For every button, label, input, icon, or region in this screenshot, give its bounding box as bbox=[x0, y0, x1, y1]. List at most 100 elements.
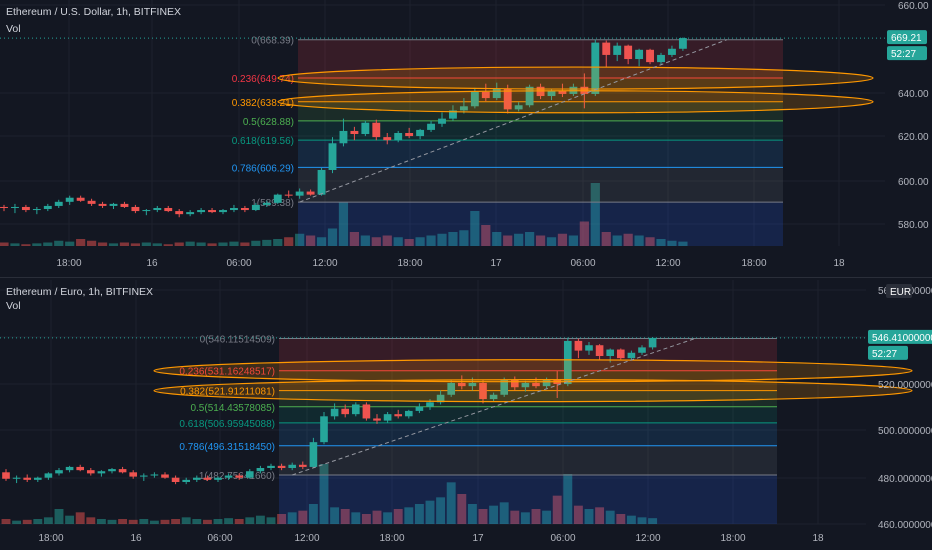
eur-fib-ellipse bbox=[153, 359, 913, 383]
eur-chart-panel[interactable]: 0(546.11514509) 0.236(531.16248517) 0.382(… bbox=[0, 280, 932, 544]
eur-candle-body bbox=[638, 347, 646, 353]
usd-candle-body bbox=[547, 90, 556, 97]
usd-countdown-value: 52:27 bbox=[891, 49, 916, 60]
eur-time-tick: 06:00 bbox=[207, 533, 232, 544]
eur-volume-bar bbox=[520, 512, 530, 524]
usd-candle-body bbox=[54, 201, 63, 206]
eur-candle-body bbox=[245, 471, 254, 478]
eur-fib-ellipse bbox=[153, 379, 913, 403]
usd-volume-bar bbox=[240, 242, 250, 246]
usd-volume-bar bbox=[470, 211, 480, 246]
eur-fib-retracement[interactable]: 0(546.11514509) 0.236(531.16248517) 0.382(… bbox=[179, 335, 777, 524]
eur-candle-body bbox=[118, 469, 127, 473]
eur-candle-body bbox=[521, 382, 530, 388]
usd-price-tick: 640.00 bbox=[898, 89, 929, 100]
usd-candle-body bbox=[142, 210, 151, 212]
eur-candle-body bbox=[585, 345, 593, 351]
eur-volume-bar bbox=[616, 514, 626, 524]
eur-time-tick: 18:00 bbox=[720, 533, 745, 544]
eur-volume-bar bbox=[595, 507, 605, 524]
usd-candle-body bbox=[11, 206, 19, 208]
usd-volume-bars bbox=[0, 183, 688, 246]
usd-candle-body bbox=[470, 91, 479, 107]
eur-time-tick: 17 bbox=[472, 533, 484, 544]
eur-volume-bar bbox=[12, 520, 22, 524]
eur-candle-body bbox=[468, 382, 477, 387]
eur-candle-body bbox=[479, 382, 487, 400]
eur-candle-body bbox=[383, 414, 392, 421]
usd-candle-body bbox=[295, 191, 304, 196]
usd-last-price-value: 669.21 bbox=[891, 33, 922, 44]
usd-candle-body bbox=[339, 130, 348, 144]
eur-volume-bar bbox=[563, 474, 573, 524]
usd-volume-bar bbox=[185, 241, 195, 246]
eur-volume-bar bbox=[340, 509, 350, 524]
eur-volume-bar bbox=[584, 509, 594, 524]
eur-volume-bar bbox=[128, 519, 138, 524]
eur-volume-bar bbox=[308, 504, 318, 524]
usd-candle-body bbox=[394, 133, 403, 141]
usd-volume-bar bbox=[251, 240, 261, 246]
eur-time-tick: 12:00 bbox=[294, 533, 319, 544]
eur-volume-bar bbox=[181, 517, 191, 524]
usd-fib-retracement[interactable]: 0(668.39) 0.236(649.74) 0.382(638.21) 0.5(6… bbox=[232, 36, 783, 246]
usd-candle-body bbox=[613, 45, 622, 55]
eur-candle-body bbox=[86, 470, 95, 474]
usd-chart-panel[interactable]: 0(668.39) 0.236(649.74) 0.382(638.21) 0.5(6… bbox=[0, 0, 929, 269]
eur-volume-bar bbox=[224, 518, 234, 524]
usd-price-badges: 669.21 52:27 bbox=[887, 30, 927, 61]
eur-volume-bar bbox=[648, 518, 658, 524]
usd-fib-zone-extension bbox=[298, 202, 783, 246]
usd-time-tick: 18:00 bbox=[397, 258, 422, 269]
eur-volume-label: Vol bbox=[6, 300, 21, 312]
usd-volume-bar bbox=[229, 241, 239, 246]
usd-volume-bar bbox=[97, 242, 108, 246]
eur-volume-bar bbox=[213, 519, 223, 524]
eur-time-tick: 18:00 bbox=[38, 533, 63, 544]
eur-candle-body bbox=[171, 477, 180, 482]
usd-candles bbox=[0, 37, 687, 218]
usd-candle-body bbox=[635, 49, 644, 60]
eur-volume-bar bbox=[96, 519, 106, 524]
eur-candle-body bbox=[627, 352, 636, 359]
eur-candle-body bbox=[55, 470, 63, 474]
eur-candle-body bbox=[457, 382, 466, 387]
usd-price-axis[interactable]: 660.00 640.00 620.00 600.00 580.00 bbox=[898, 1, 929, 231]
usd-candle-body bbox=[21, 206, 30, 211]
eur-candle-body bbox=[436, 394, 445, 403]
eur-volume-bar bbox=[234, 519, 244, 524]
usd-candle-body bbox=[65, 197, 74, 202]
usd-volume-bar bbox=[415, 237, 425, 246]
usd-volume-bar bbox=[448, 232, 458, 246]
eur-candle-body bbox=[277, 465, 286, 468]
usd-volume-bar bbox=[481, 225, 491, 246]
usd-candle-body bbox=[438, 118, 446, 124]
eur-time-axis[interactable]: 18:00 16 06:00 12:00 18:00 17 06:00 12:00 18:00 1… bbox=[38, 533, 824, 544]
eur-time-tick: 16 bbox=[130, 533, 142, 544]
usd-candle-body bbox=[87, 200, 96, 204]
usd-overlay bbox=[0, 37, 885, 203]
usd-volume-bar bbox=[667, 240, 677, 246]
eur-candle-body bbox=[161, 474, 169, 478]
usd-candle-body bbox=[657, 54, 665, 63]
usd-volume-bar bbox=[568, 235, 578, 246]
eur-volume-bar bbox=[266, 517, 276, 524]
usd-volume-bar bbox=[273, 239, 283, 246]
usd-volume-bar bbox=[612, 235, 622, 246]
usd-time-tick: 06:00 bbox=[226, 258, 251, 269]
eur-candle-body bbox=[563, 340, 572, 384]
usd-candle-body bbox=[416, 129, 425, 137]
usd-volume-bar bbox=[656, 239, 666, 246]
usd-price-tick: 580.00 bbox=[898, 220, 929, 231]
eur-candle-body bbox=[12, 477, 21, 479]
eur-candle-body bbox=[65, 466, 74, 471]
usd-volume-bar bbox=[262, 239, 272, 246]
usd-volume-bar bbox=[21, 244, 31, 246]
usd-time-axis[interactable]: 18:00 16 06:00 12:00 18:00 17 06:00 12:00 18:00 1… bbox=[56, 258, 845, 269]
usd-volume-bar bbox=[10, 243, 20, 246]
usd-fib-ellipse bbox=[277, 66, 874, 90]
usd-volume-bar bbox=[338, 202, 349, 246]
eur-candle-body bbox=[44, 473, 53, 478]
eur-volume-bar bbox=[436, 497, 446, 524]
